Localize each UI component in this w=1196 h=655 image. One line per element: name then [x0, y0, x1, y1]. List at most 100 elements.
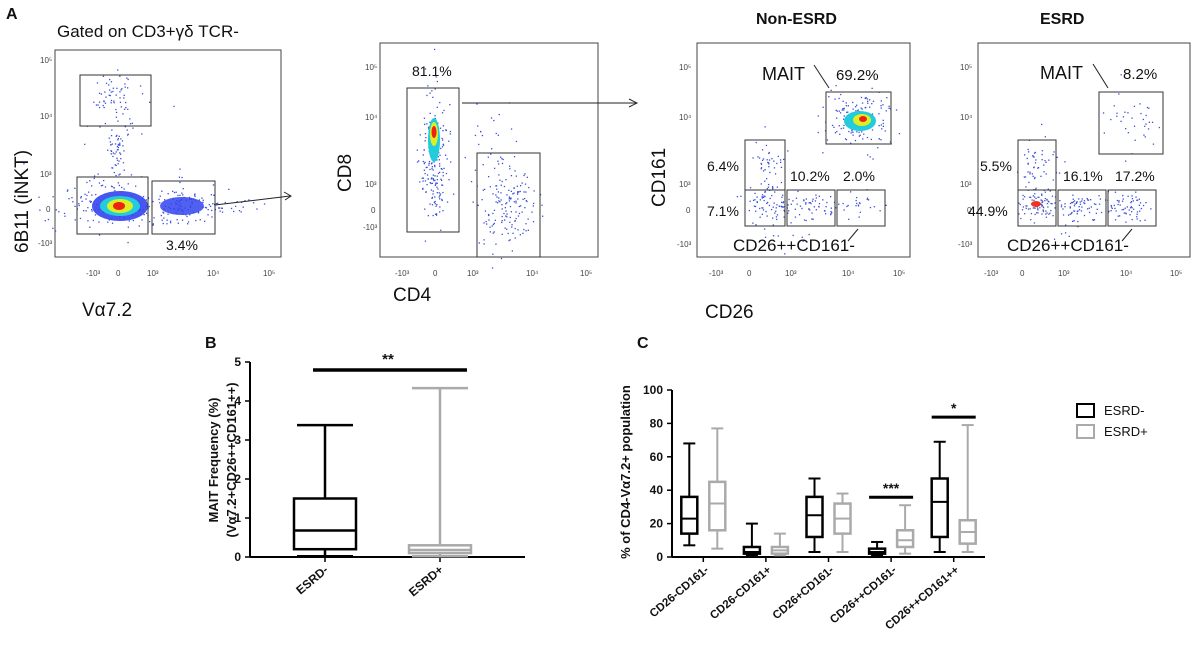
event-dot [158, 198, 160, 200]
event-dot [764, 126, 766, 128]
event-dot [492, 223, 495, 226]
event-dot [796, 203, 798, 205]
event-dot [774, 191, 776, 193]
event-dot [859, 211, 861, 213]
event-dot [774, 173, 777, 175]
plot2-ytick: 10⁴ [365, 113, 378, 122]
event-dot [1131, 207, 1133, 209]
panel-label-c: C [637, 335, 649, 352]
event-dot [882, 122, 884, 125]
event-dot [141, 219, 143, 221]
plot2-gate-cd4 [476, 152, 541, 258]
plot2-xtick: 10⁵ [580, 269, 592, 278]
event-dot [776, 214, 779, 216]
event-dot [481, 134, 484, 137]
event-dot [1022, 198, 1024, 200]
event-dot [510, 198, 512, 200]
event-dot [118, 184, 120, 187]
event-dot [153, 217, 155, 219]
event-dot [177, 194, 179, 197]
event-dot [1046, 212, 1048, 214]
event-dot [749, 187, 752, 189]
event-dot [782, 206, 784, 208]
event-dot [125, 101, 127, 104]
plot1-ytick: 10⁵ [40, 56, 52, 65]
event-dot [111, 186, 113, 188]
plot1-xlabel: Vα7.2 [82, 300, 132, 321]
event-dot [1110, 210, 1112, 212]
event-dot [838, 110, 840, 112]
event-dot [1058, 172, 1061, 174]
chart-c-ytick-label: 60 [650, 450, 664, 464]
plot1-arrow-head [283, 191, 292, 201]
event-dot [1122, 198, 1124, 200]
event-dot [763, 199, 765, 202]
event-dot [1062, 214, 1065, 216]
event-dot [127, 87, 129, 89]
event-dot [772, 224, 774, 226]
event-dot [123, 97, 125, 99]
event-dot [513, 187, 515, 189]
plot3-xtick: -10³ [709, 269, 724, 278]
event-dot [426, 184, 428, 186]
event-dot [1132, 200, 1134, 202]
plot3-mait-label: MAIT [762, 64, 805, 84]
event-dot [1136, 213, 1138, 215]
event-dot [125, 107, 127, 109]
event-dot [482, 189, 484, 191]
event-dot [772, 188, 774, 190]
event-dot [843, 209, 845, 211]
event-dot [1140, 112, 1142, 115]
event-dot [74, 187, 76, 189]
event-dot [871, 87, 873, 89]
event-dot [116, 159, 119, 161]
plot1-ytick: -10³ [38, 239, 53, 248]
event-dot [826, 139, 829, 141]
event-dot [160, 214, 162, 217]
event-dot [1056, 156, 1058, 158]
event-dot [1054, 207, 1056, 209]
event-dot [1034, 196, 1036, 198]
event-dot [852, 134, 854, 136]
event-dot [870, 138, 872, 141]
event-dot [803, 219, 806, 221]
event-dot [470, 181, 473, 183]
event-dot [221, 207, 223, 209]
plot3-gate-arrow [847, 228, 859, 242]
event-dot [430, 163, 433, 165]
event-dot [516, 193, 519, 195]
event-dot [856, 104, 858, 106]
event-dot [766, 178, 768, 180]
event-dot [783, 206, 786, 208]
event-dot [110, 185, 113, 187]
event-dot [1158, 126, 1160, 129]
event-dot [81, 200, 83, 202]
chart-c-category-label: CD26-CD161+ [708, 564, 774, 622]
plot1-ytick: 10³ [40, 170, 52, 179]
event-dot [504, 227, 506, 229]
event-dot [1037, 212, 1039, 214]
event-dot [1032, 156, 1034, 158]
event-dot [427, 178, 429, 180]
event-dot [510, 190, 512, 192]
event-dot [111, 129, 113, 131]
event-dot [762, 196, 765, 198]
event-dot [1067, 214, 1070, 216]
chart-b-ytick-label: 5 [234, 355, 241, 369]
event-dot [112, 152, 114, 154]
event-dot [436, 179, 438, 181]
plot2-ytick: 0 [371, 206, 376, 215]
event-dot [434, 164, 436, 167]
event-dot [436, 106, 438, 108]
event-dot [825, 206, 827, 208]
event-dot [525, 191, 527, 193]
plot1-xtick: 10⁵ [263, 269, 275, 278]
event-dot [424, 133, 427, 135]
event-dot [868, 199, 870, 201]
event-dot [121, 140, 124, 142]
event-dot [95, 193, 97, 196]
event-dot [166, 223, 168, 225]
event-dot [1131, 198, 1134, 200]
event-dot [756, 201, 758, 203]
event-dot [519, 234, 521, 236]
